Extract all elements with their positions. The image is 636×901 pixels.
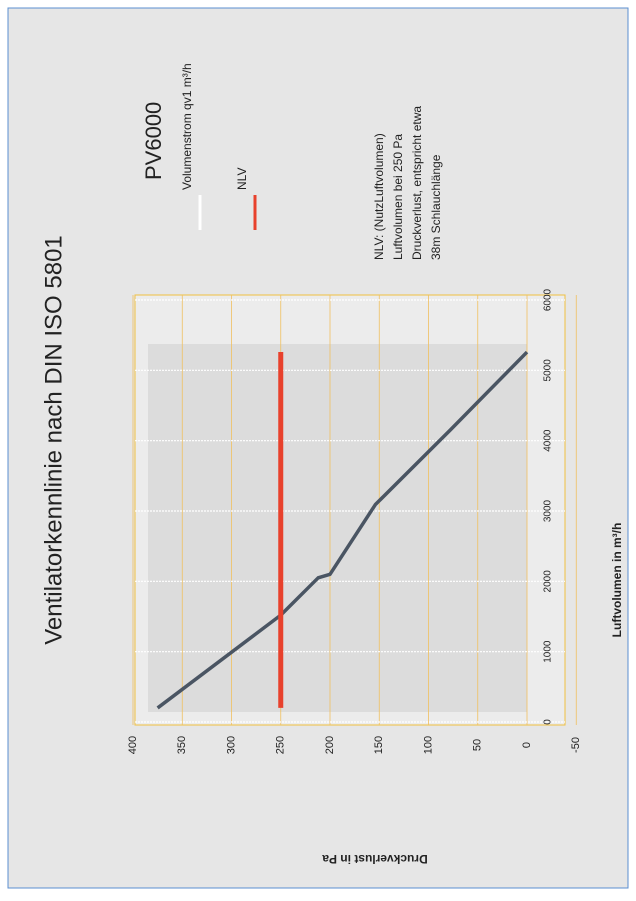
y-tick-label: 400 xyxy=(127,736,139,754)
y-axis-title: Druckverlust in Pa xyxy=(322,852,428,866)
legend-label: Volumenstrom qv1 m³/h xyxy=(180,63,194,190)
legend-label: NLV xyxy=(235,168,249,190)
note-line: NLV: (NutzLuftvolumen) xyxy=(372,133,386,260)
y-tick-label: -50 xyxy=(570,737,582,753)
y-tick-label: 200 xyxy=(324,736,336,754)
x-tick-label: 4000 xyxy=(543,429,554,452)
x-tick-label: 3000 xyxy=(543,499,554,522)
x-tick-label: 0 xyxy=(543,719,554,725)
y-tick-label: 150 xyxy=(373,736,385,754)
note-line: Luftvolumen bei 250 Pa xyxy=(391,134,405,260)
chart-title: Ventilatorkennlinie nach DIN ISO 5801 xyxy=(40,235,67,645)
y-tick-label: 350 xyxy=(176,736,188,754)
plot-area xyxy=(148,344,527,712)
legend-title: PV6000 xyxy=(141,102,166,180)
x-axis-title: Luftvolumen in m³/h xyxy=(610,523,624,638)
y-tick-label: 300 xyxy=(225,736,237,754)
rotated-chart: Ventilatorkennlinie nach DIN ISO 5801 PV… xyxy=(40,63,624,866)
note-line: 38m Schlauchlänge xyxy=(429,154,443,260)
y-tick-label: 0 xyxy=(521,742,533,748)
y-tick-label: 50 xyxy=(472,739,484,751)
y-tick-label: 250 xyxy=(275,736,287,754)
x-tick-label: 6000 xyxy=(543,288,554,311)
note-line: Druckverlust, entspricht etwa xyxy=(410,106,424,260)
y-tick-label: 100 xyxy=(422,736,434,754)
x-tick-label: 1000 xyxy=(543,640,554,663)
x-tick-label: 5000 xyxy=(543,359,554,382)
x-tick-label: 2000 xyxy=(543,570,554,593)
